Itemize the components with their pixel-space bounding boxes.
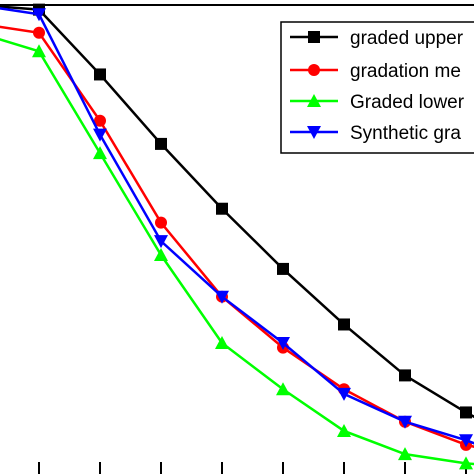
data-point-marker: [307, 94, 321, 107]
series-line: [0, 5, 474, 419]
legend-item: graded upper: [290, 28, 464, 49]
data-point-marker: [154, 248, 168, 262]
series-line: [0, 38, 474, 466]
series-line: [0, 7, 474, 445]
data-point-marker: [215, 335, 229, 349]
data-point-marker: [277, 262, 289, 275]
data-point-marker: [398, 447, 412, 461]
legend-label: graded upper: [350, 28, 464, 49]
data-point-marker: [459, 434, 473, 448]
legend-label: Graded lower: [350, 92, 465, 113]
data-point-marker: [337, 423, 351, 437]
legend-item: Graded lower: [290, 92, 465, 113]
data-point-marker: [460, 406, 472, 419]
data-point-marker: [276, 336, 290, 350]
data-point-marker: [308, 31, 320, 43]
data-point-marker: [459, 456, 473, 470]
data-point-marker: [155, 137, 167, 150]
data-point-marker: [33, 26, 45, 39]
data-point-marker: [337, 387, 351, 401]
legend-label: gradation me: [350, 61, 461, 82]
data-point-marker: [94, 114, 106, 127]
data-point-marker: [93, 146, 107, 160]
data-point-marker: [399, 369, 411, 382]
legend-label: Synthetic gra: [350, 123, 461, 144]
series-graded-lower: [0, 38, 474, 470]
data-point-marker: [216, 202, 228, 215]
data-point-marker: [307, 126, 321, 139]
data-point-marker: [32, 8, 46, 22]
data-point-marker: [276, 382, 290, 396]
legend-item: Synthetic gra: [290, 123, 461, 144]
data-point-marker: [398, 415, 412, 429]
legend-item: gradation me: [290, 61, 461, 82]
data-point-marker: [338, 318, 350, 331]
legend: graded upper gradation me Graded lower Synt…: [280, 21, 474, 154]
data-point-marker: [154, 235, 168, 249]
data-point-marker: [93, 128, 107, 142]
data-point-marker: [94, 68, 106, 81]
data-point-marker: [155, 216, 167, 229]
data-point-marker: [308, 64, 320, 76]
data-point-marker: [32, 44, 46, 58]
data-point-marker: [215, 290, 229, 304]
